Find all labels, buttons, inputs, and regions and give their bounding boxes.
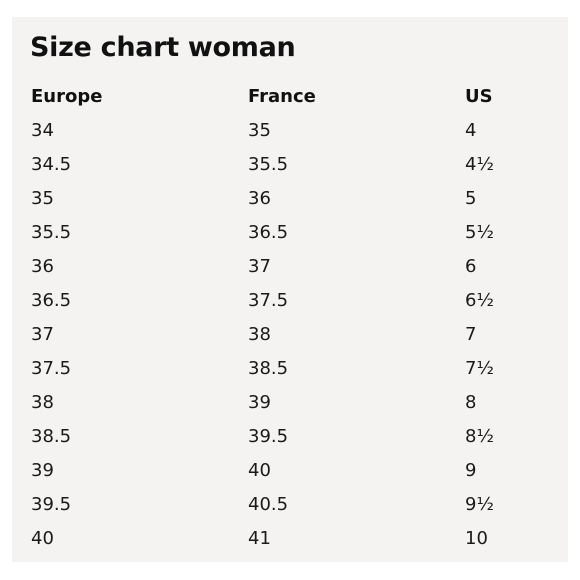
europe-size-cell: 39 bbox=[31, 460, 54, 481]
table-row: 35 36 5 bbox=[31, 182, 551, 216]
table-row: 36 37 6 bbox=[31, 250, 551, 284]
table-row: 34.5 35.5 4½ bbox=[31, 148, 551, 182]
europe-size-cell: 34.5 bbox=[31, 154, 72, 175]
table-row: 36.5 37.5 6½ bbox=[31, 284, 551, 318]
page-title: Size chart woman bbox=[30, 32, 296, 63]
table-row: 35.5 36.5 5½ bbox=[31, 216, 551, 250]
us-size-cell: 8 bbox=[465, 392, 477, 413]
table-row: 34 35 4 bbox=[31, 114, 551, 148]
france-size-cell: 35.5 bbox=[248, 154, 289, 175]
us-size-cell: 7½ bbox=[465, 358, 494, 379]
table-row: 39.5 40.5 9½ bbox=[31, 488, 551, 522]
us-size-cell: 10 bbox=[465, 528, 488, 549]
us-size-cell: 6 bbox=[465, 256, 477, 277]
us-size-cell: 4 bbox=[465, 120, 477, 141]
us-size-cell: 7 bbox=[465, 324, 477, 345]
us-size-cell: 4½ bbox=[465, 154, 494, 175]
europe-size-cell: 35.5 bbox=[31, 222, 72, 243]
column-header-france: France bbox=[248, 86, 316, 107]
europe-size-cell: 38.5 bbox=[31, 426, 72, 447]
france-size-cell: 36 bbox=[248, 188, 271, 209]
us-size-cell: 5½ bbox=[465, 222, 494, 243]
france-size-cell: 41 bbox=[248, 528, 271, 549]
france-size-cell: 40.5 bbox=[248, 494, 289, 515]
table-row: 37 38 7 bbox=[31, 318, 551, 352]
us-size-cell: 9½ bbox=[465, 494, 494, 515]
table-row: 38.5 39.5 8½ bbox=[31, 420, 551, 454]
france-size-cell: 35 bbox=[248, 120, 271, 141]
europe-size-cell: 37 bbox=[31, 324, 54, 345]
us-size-cell: 5 bbox=[465, 188, 477, 209]
us-size-cell: 6½ bbox=[465, 290, 494, 311]
france-size-cell: 38 bbox=[248, 324, 271, 345]
france-size-cell: 37 bbox=[248, 256, 271, 277]
column-header-us: US bbox=[465, 86, 493, 107]
size-table: Europe France US 34 35 4 34.5 35.5 4½ 35… bbox=[31, 80, 551, 556]
table-row: 39 40 9 bbox=[31, 454, 551, 488]
france-size-cell: 39.5 bbox=[248, 426, 289, 447]
france-size-cell: 37.5 bbox=[248, 290, 289, 311]
europe-size-cell: 36.5 bbox=[31, 290, 72, 311]
europe-size-cell: 39.5 bbox=[31, 494, 72, 515]
us-size-cell: 9 bbox=[465, 460, 477, 481]
europe-size-cell: 34 bbox=[31, 120, 54, 141]
france-size-cell: 39 bbox=[248, 392, 271, 413]
france-size-cell: 36.5 bbox=[248, 222, 289, 243]
table-row: 38 39 8 bbox=[31, 386, 551, 420]
europe-size-cell: 36 bbox=[31, 256, 54, 277]
table-row: 40 41 10 bbox=[31, 522, 551, 556]
europe-size-cell: 38 bbox=[31, 392, 54, 413]
size-chart-panel: Size chart woman Europe France US 34 35 … bbox=[12, 17, 568, 562]
table-row: 37.5 38.5 7½ bbox=[31, 352, 551, 386]
us-size-cell: 8½ bbox=[465, 426, 494, 447]
france-size-cell: 38.5 bbox=[248, 358, 289, 379]
france-size-cell: 40 bbox=[248, 460, 271, 481]
europe-size-cell: 37.5 bbox=[31, 358, 72, 379]
europe-size-cell: 35 bbox=[31, 188, 54, 209]
column-header-europe: Europe bbox=[31, 86, 103, 107]
table-header-row: Europe France US bbox=[31, 80, 551, 114]
europe-size-cell: 40 bbox=[31, 528, 54, 549]
